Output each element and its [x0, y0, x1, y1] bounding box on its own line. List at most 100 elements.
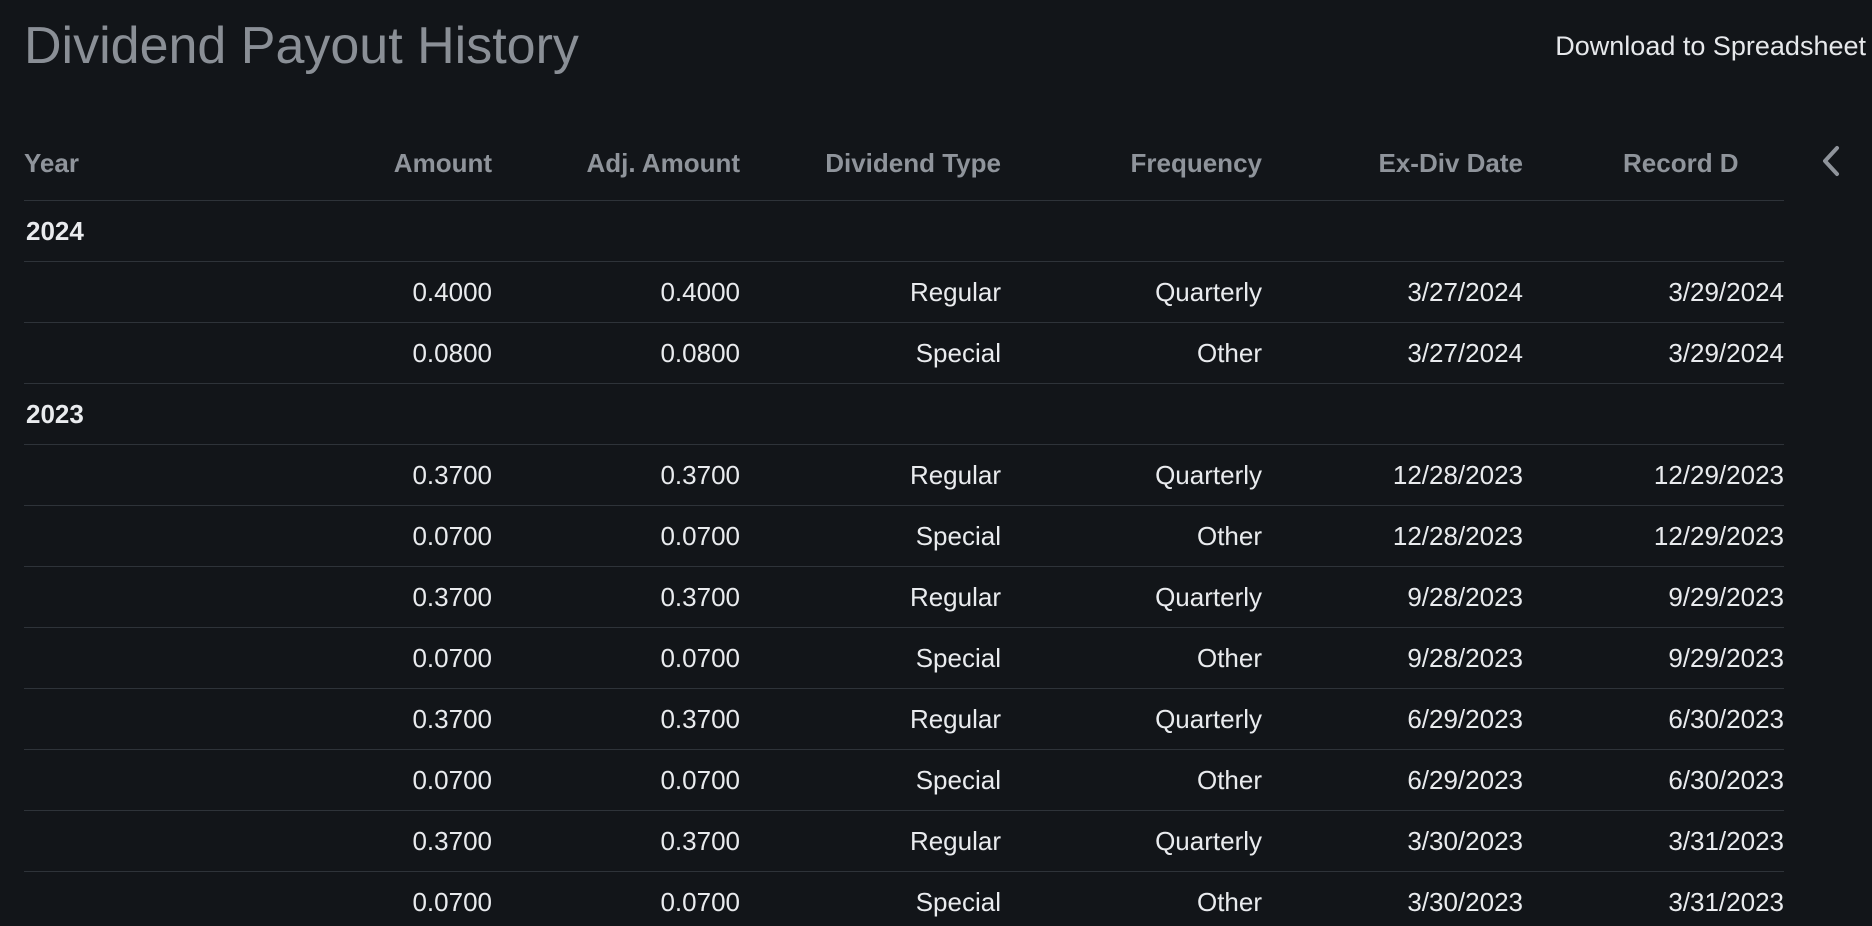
column-header-ex-div-date[interactable]: Ex-Div Date	[1262, 126, 1523, 201]
record-date-cell: 12/29/2023	[1523, 444, 1784, 506]
download-spreadsheet-link[interactable]: Download to Spreadsheet	[1555, 31, 1866, 61]
amount-cell: 0.3700	[224, 566, 492, 628]
year-spacer-cell	[24, 322, 224, 384]
record-date-cell: 3/31/2023	[1523, 871, 1784, 926]
frequency-cell: Quarterly	[1001, 261, 1262, 323]
year-spacer-cell	[24, 688, 224, 750]
amount-cell: 0.3700	[224, 688, 492, 750]
dividend-type-cell: Regular	[740, 261, 1001, 323]
table-row: 0.0800 0.0800 Special Other 3/27/2024 3/29/20…	[24, 322, 1784, 384]
record-date-cell: 9/29/2023	[1523, 627, 1784, 689]
adj-amount-cell: 0.4000	[492, 261, 740, 323]
adj-amount-cell: 0.0700	[492, 871, 740, 926]
year-spacer-cell	[24, 871, 224, 926]
frequency-cell: Other	[1001, 322, 1262, 384]
column-header-frequency[interactable]: Frequency	[1001, 126, 1262, 201]
adj-amount-cell: 0.0700	[492, 627, 740, 689]
record-date-cell: 3/29/2024	[1523, 322, 1784, 384]
ex-div-date-cell: 9/28/2023	[1262, 566, 1523, 628]
year-spacer-cell	[24, 261, 224, 323]
year-spacer-cell	[24, 566, 224, 628]
ex-div-date-cell: 12/28/2023	[1262, 444, 1523, 506]
record-date-cell: 6/30/2023	[1523, 688, 1784, 750]
frequency-cell: Other	[1001, 871, 1262, 926]
column-header-dividend-type[interactable]: Dividend Type	[740, 126, 1001, 201]
adj-amount-cell: 0.3700	[492, 810, 740, 872]
adj-amount-cell: 0.3700	[492, 688, 740, 750]
frequency-cell: Quarterly	[1001, 688, 1262, 750]
table-row: 0.4000 0.4000 Regular Quarterly 3/27/2024 3/2…	[24, 261, 1784, 323]
ex-div-date-cell: 3/27/2024	[1262, 322, 1523, 384]
year-spacer-cell	[24, 749, 224, 811]
table-header-row: Year Amount Adj. Amount Dividend Type Fr…	[24, 126, 1784, 201]
record-date-cell: 3/29/2024	[1523, 261, 1784, 323]
amount-cell: 0.3700	[224, 810, 492, 872]
dividend-type-cell: Regular	[740, 810, 1001, 872]
dividend-type-cell: Regular	[740, 444, 1001, 506]
amount-cell: 0.0700	[224, 871, 492, 926]
year-spacer-cell	[24, 444, 224, 506]
table-row: 0.0700 0.0700 Special Other 9/28/2023 9/29/20…	[24, 627, 1784, 689]
record-date-cell: 6/30/2023	[1523, 749, 1784, 811]
frequency-cell: Quarterly	[1001, 810, 1262, 872]
year-group-row: 2024	[24, 200, 1784, 262]
amount-cell: 0.0700	[224, 627, 492, 689]
ex-div-date-cell: 6/29/2023	[1262, 688, 1523, 750]
column-header-amount[interactable]: Amount	[224, 126, 492, 201]
amount-cell: 0.3700	[224, 444, 492, 506]
adj-amount-cell: 0.0800	[492, 322, 740, 384]
column-header-adj-amount[interactable]: Adj. Amount	[492, 126, 740, 201]
adj-amount-cell: 0.3700	[492, 566, 740, 628]
page-title: Dividend Payout History	[24, 17, 579, 75]
column-header-record-date[interactable]: Record D	[1523, 126, 1784, 201]
column-header-year[interactable]: Year	[24, 126, 224, 201]
ex-div-date-cell: 6/29/2023	[1262, 749, 1523, 811]
ex-div-date-cell: 9/28/2023	[1262, 627, 1523, 689]
header-fade	[1746, 126, 1790, 200]
year-label: 2023	[24, 383, 1784, 445]
frequency-cell: Other	[1001, 627, 1262, 689]
year-spacer-cell	[24, 810, 224, 872]
chevron-left-icon	[1820, 144, 1842, 183]
table-row: 0.0700 0.0700 Special Other 6/29/2023 6/30/20…	[24, 749, 1784, 811]
frequency-cell: Quarterly	[1001, 566, 1262, 628]
frequency-cell: Other	[1001, 749, 1262, 811]
year-spacer-cell	[24, 505, 224, 567]
frequency-cell: Other	[1001, 505, 1262, 567]
amount-cell: 0.0700	[224, 505, 492, 567]
amount-cell: 0.0700	[224, 749, 492, 811]
table-row: 0.3700 0.3700 Regular Quarterly 6/29/2023 6/3…	[24, 688, 1784, 750]
dividend-table-container: Year Amount Adj. Amount Dividend Type Fr…	[24, 0, 1872, 926]
dividend-type-cell: Special	[740, 505, 1001, 567]
table-row: 0.3700 0.3700 Regular Quarterly 9/28/2023 9/2…	[24, 566, 1784, 628]
table-row: 0.0700 0.0700 Special Other 12/28/2023 12/29/…	[24, 505, 1784, 567]
record-date-cell: 9/29/2023	[1523, 566, 1784, 628]
table-row: 0.3700 0.3700 Regular Quarterly 3/30/2023 3/3…	[24, 810, 1784, 872]
amount-cell: 0.4000	[224, 261, 492, 323]
adj-amount-cell: 0.0700	[492, 749, 740, 811]
dividend-type-cell: Regular	[740, 566, 1001, 628]
table-body: 2024 0.4000 0.4000 Regular Quarterly 3/27/202…	[24, 200, 1784, 926]
table-row: 0.3700 0.3700 Regular Quarterly 12/28/2023 12…	[24, 444, 1784, 506]
year-group-row: 2023	[24, 383, 1784, 445]
scroll-left-button[interactable]	[1790, 126, 1872, 200]
adj-amount-cell: 0.3700	[492, 444, 740, 506]
ex-div-date-cell: 3/27/2024	[1262, 261, 1523, 323]
adj-amount-cell: 0.0700	[492, 505, 740, 567]
frequency-cell: Quarterly	[1001, 444, 1262, 506]
table-row: 0.0700 0.0700 Special Other 3/30/2023 3/31/20…	[24, 871, 1784, 926]
year-spacer-cell	[24, 627, 224, 689]
amount-cell: 0.0800	[224, 322, 492, 384]
record-date-cell: 3/31/2023	[1523, 810, 1784, 872]
dividend-table: Year Amount Adj. Amount Dividend Type Fr…	[24, 126, 1784, 926]
dividend-type-cell: Special	[740, 627, 1001, 689]
dividend-type-cell: Special	[740, 871, 1001, 926]
year-label: 2024	[24, 200, 1784, 262]
dividend-type-cell: Special	[740, 322, 1001, 384]
dividend-type-cell: Special	[740, 749, 1001, 811]
ex-div-date-cell: 3/30/2023	[1262, 871, 1523, 926]
ex-div-date-cell: 12/28/2023	[1262, 505, 1523, 567]
dividend-type-cell: Regular	[740, 688, 1001, 750]
ex-div-date-cell: 3/30/2023	[1262, 810, 1523, 872]
record-date-cell: 12/29/2023	[1523, 505, 1784, 567]
